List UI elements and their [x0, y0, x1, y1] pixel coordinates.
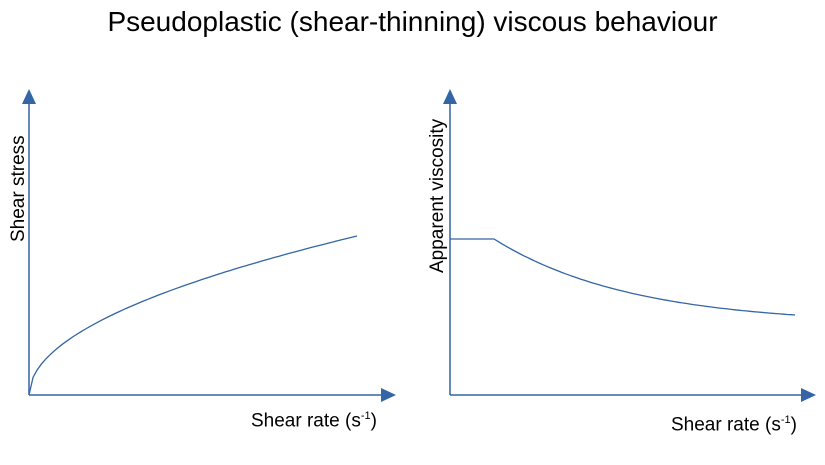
right-y-axis-label: Apparent viscosity: [427, 118, 448, 273]
right-panel: [443, 89, 816, 402]
shear-stress-curve: [28, 235, 358, 396]
left-y-arrowhead: [22, 89, 36, 104]
left-y-axis-label: Shear stress: [8, 135, 29, 242]
right-x-axis-label: Shear rate (s-1): [671, 414, 797, 436]
apparent-viscosity-curve: [450, 238, 796, 316]
right-x-arrowhead: [801, 388, 816, 402]
right-y-arrowhead: [443, 89, 457, 104]
page-title: Pseudoplastic (shear-thinning) viscous b…: [107, 6, 718, 37]
left-panel: [22, 89, 396, 402]
left-x-axis-label: Shear rate (s-1): [251, 410, 377, 432]
left-x-arrowhead: [381, 388, 396, 402]
